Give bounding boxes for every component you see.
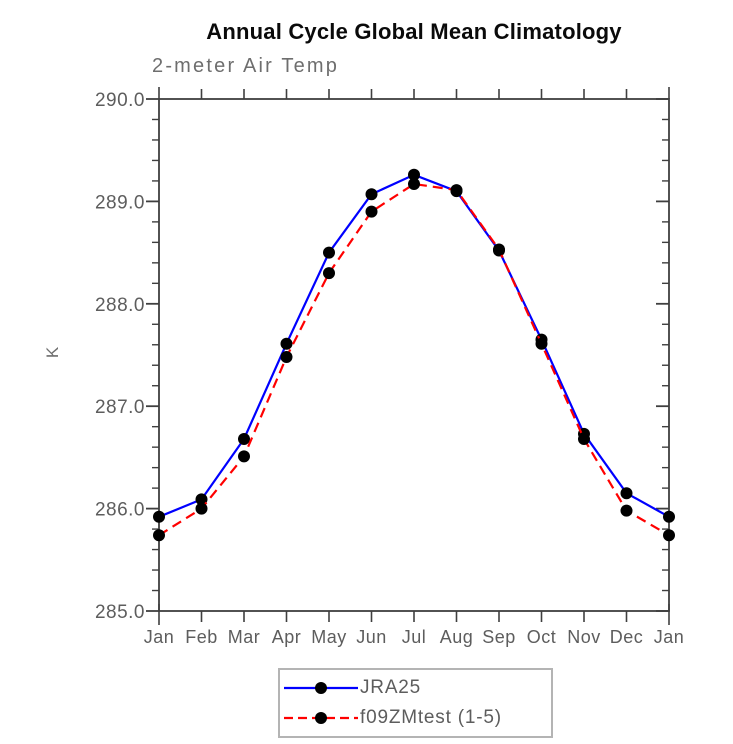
data-point-marker-series-1 — [663, 529, 675, 542]
data-point-marker-series-1 — [450, 184, 463, 197]
x-tick-label: Nov — [567, 627, 601, 647]
y-tick-label: 288.0 — [95, 295, 145, 316]
data-point-marker-series-1 — [620, 504, 633, 517]
x-tick-label: Oct — [527, 627, 557, 647]
data-point-marker-series-1 — [578, 432, 590, 445]
x-tick-label: Aug — [440, 627, 474, 647]
x-tick-label: Apr — [272, 627, 302, 647]
series-line-1 — [158, 182, 670, 537]
legend-marker-dot — [315, 682, 327, 694]
x-tick-label: May — [311, 627, 347, 647]
data-point-marker-series-1 — [153, 529, 165, 542]
x-tick-label: Sep — [482, 627, 516, 647]
legend-solid-line-icon — [284, 682, 358, 694]
x-tick-label: Dec — [610, 627, 644, 647]
x-tick-label: Jul — [402, 627, 427, 647]
legend-item-jra25: JRA25 — [280, 673, 551, 703]
y-tick-label: 287.0 — [95, 397, 145, 418]
legend-item-f09zmtest: f09ZMtest (1-5) — [280, 703, 551, 733]
chart-subtitle: 2-meter Air Temp — [152, 55, 340, 77]
y-tick-label: 285.0 — [95, 602, 145, 623]
y-tick-label: 289.0 — [95, 192, 145, 213]
data-point-marker-series-1 — [195, 502, 208, 515]
x-tick-label: Feb — [185, 627, 218, 647]
data-point-marker-series-0 — [663, 510, 675, 523]
y-tick-label: 290.0 — [95, 90, 145, 111]
y-tick-label: 286.0 — [95, 500, 145, 521]
data-point-marker-series-0 — [280, 337, 293, 350]
data-point-marker-series-0 — [620, 487, 633, 500]
x-tick-label: Jun — [356, 627, 387, 647]
data-point-marker-series-0 — [408, 168, 420, 181]
data-point-marker-series-1 — [535, 337, 548, 350]
x-tick-label: Jan — [654, 627, 685, 647]
data-point-marker-series-1 — [408, 177, 420, 190]
data-point-marker-series-1 — [323, 267, 335, 280]
legend-label-f09zmtest: f09ZMtest (1-5) — [360, 707, 502, 728]
data-point-marker-series-0 — [195, 493, 208, 506]
x-tick-label: Mar — [228, 627, 261, 647]
legend: JRA25 f09ZMtest (1-5) — [278, 668, 553, 738]
legend-marker-dot — [315, 712, 327, 724]
data-point-marker-series-0 — [153, 510, 165, 523]
chart-title: Annual Cycle Global Mean Climatology — [206, 19, 622, 44]
data-point-marker-series-1 — [280, 351, 293, 364]
data-point-marker-series-1 — [493, 243, 505, 256]
data-point-marker-series-0 — [323, 246, 335, 259]
x-tick-label: Jan — [144, 627, 175, 647]
data-point-marker-series-0 — [238, 432, 250, 445]
legend-label-jra25: JRA25 — [360, 677, 422, 698]
data-point-marker-series-1 — [365, 205, 378, 218]
data-point-marker-series-1 — [238, 450, 250, 463]
legend-dashed-line-icon — [284, 712, 358, 724]
data-point-marker-series-0 — [365, 188, 378, 201]
